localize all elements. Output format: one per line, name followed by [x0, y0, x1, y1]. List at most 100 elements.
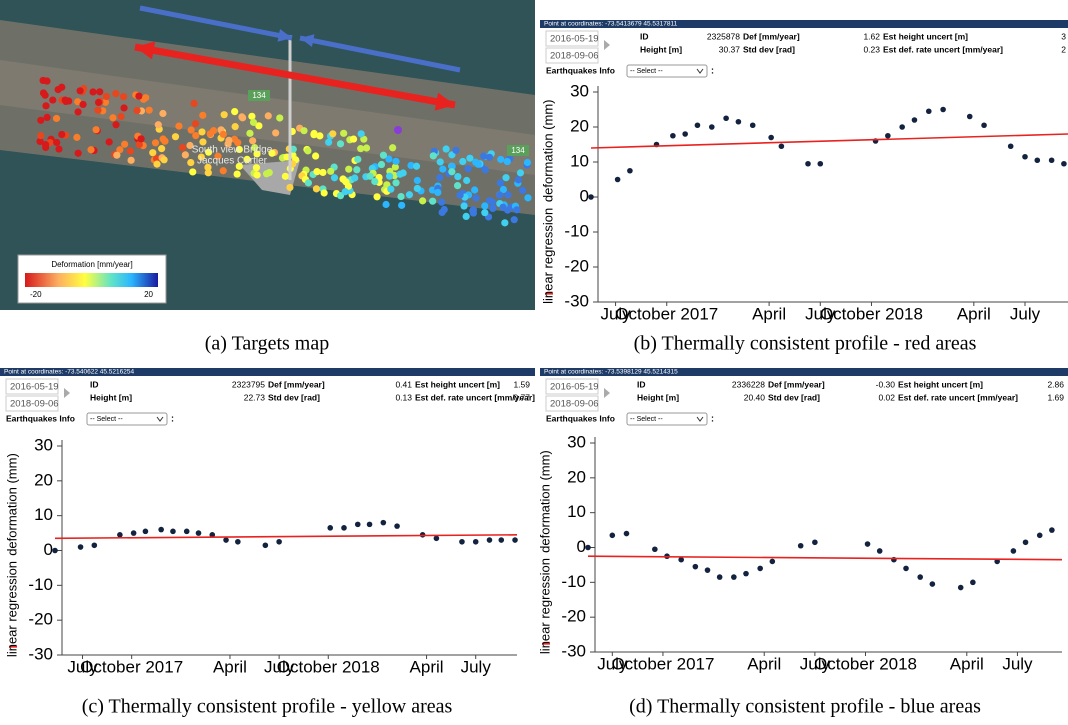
target-point	[434, 189, 441, 196]
target-point	[87, 146, 94, 153]
colon: :	[711, 65, 714, 75]
data-point	[78, 544, 84, 550]
target-point	[414, 177, 421, 184]
legend-label: linear regression	[540, 208, 555, 304]
data-point	[1011, 548, 1017, 554]
data-point	[743, 571, 749, 577]
y-tick-label: 10	[567, 502, 586, 521]
target-point	[486, 197, 493, 204]
y-tick-label: 0	[580, 186, 589, 205]
target-point	[49, 96, 56, 103]
target-point	[502, 174, 509, 181]
x-tick-label: October 2017	[80, 657, 183, 676]
target-point	[153, 161, 160, 168]
x-tick-label: October 2018	[820, 304, 923, 323]
target-point	[497, 156, 504, 163]
target-point	[454, 182, 461, 189]
data-point	[52, 548, 58, 554]
legend-label: linear regression	[4, 561, 19, 657]
target-point	[93, 126, 100, 133]
target-point	[207, 130, 214, 137]
target-point	[286, 184, 293, 191]
data-point	[158, 527, 164, 533]
target-point	[137, 135, 144, 142]
x-tick-label: April	[213, 657, 247, 676]
target-point	[439, 209, 446, 216]
field-label: Def [mm/year]	[743, 31, 800, 41]
target-point	[250, 119, 257, 126]
x-tick-label: April	[950, 654, 984, 673]
earthquakes-label: Earthquakes Info	[6, 413, 75, 423]
target-point	[205, 169, 212, 176]
coordinates: Point at coordinates: -73.5413679 45.531…	[544, 21, 678, 28]
target-point	[339, 175, 346, 182]
target-point	[524, 159, 531, 166]
target-point	[337, 140, 344, 147]
target-point	[282, 173, 289, 180]
target-point	[246, 130, 253, 137]
field-value: 0.77	[513, 392, 530, 402]
field-label: ID	[640, 31, 649, 41]
target-point	[519, 187, 526, 194]
field-value: 0.02	[878, 392, 895, 402]
target-point	[389, 144, 396, 151]
target-point	[437, 158, 444, 165]
y-tick-label: 0	[44, 540, 53, 559]
target-point	[188, 126, 195, 133]
select-text: -- Select --	[90, 416, 123, 423]
data-point	[678, 557, 684, 563]
field-value: 0.23	[863, 44, 880, 54]
field-label: Est def. rate uncert [mm/year]	[898, 392, 1018, 402]
target-point	[438, 199, 445, 206]
earthquakes-label: Earthquakes Info	[546, 65, 615, 75]
target-point	[120, 93, 127, 100]
target-point	[142, 94, 149, 101]
data-point	[926, 108, 932, 114]
data-point	[958, 585, 964, 591]
target-point	[517, 169, 524, 176]
target-point	[94, 107, 101, 114]
data-point	[1049, 527, 1055, 533]
data-point	[917, 574, 923, 580]
data-point	[263, 542, 269, 548]
data-point	[817, 161, 823, 167]
target-point	[182, 151, 189, 158]
data-point	[434, 536, 440, 542]
y-tick-label: -20	[564, 256, 589, 275]
y-axis-label: deformation (mm)	[540, 100, 555, 203]
target-point	[515, 176, 522, 183]
target-point	[75, 150, 82, 157]
target-point	[263, 170, 270, 177]
target-point	[53, 139, 60, 146]
target-point	[429, 198, 436, 205]
target-point	[74, 108, 81, 115]
field-label: ID	[90, 379, 99, 389]
end-date: 2018-09-06	[550, 51, 599, 62]
target-point	[161, 138, 168, 145]
y-tick-label: -10	[561, 572, 586, 591]
select-text: -- Select --	[630, 68, 663, 75]
colon: :	[711, 413, 714, 423]
target-point	[77, 87, 84, 94]
target-point	[482, 166, 489, 173]
target-point	[103, 93, 110, 100]
y-tick-label: 30	[567, 432, 586, 451]
y-tick-label: -20	[28, 610, 53, 629]
target-point	[234, 170, 241, 177]
target-point	[358, 130, 365, 137]
data-point	[717, 574, 723, 580]
data-point	[723, 115, 729, 121]
target-point	[158, 145, 165, 152]
data-point	[652, 546, 658, 552]
target-point	[146, 107, 153, 114]
y-tick-label: -30	[564, 291, 589, 310]
data-point	[585, 545, 591, 551]
target-point	[392, 179, 399, 186]
target-point	[221, 111, 228, 118]
target-point	[231, 108, 238, 115]
target-point	[354, 156, 361, 163]
data-point	[705, 567, 711, 573]
data-point	[394, 523, 400, 529]
target-point	[152, 139, 159, 146]
regression-line	[55, 535, 517, 538]
